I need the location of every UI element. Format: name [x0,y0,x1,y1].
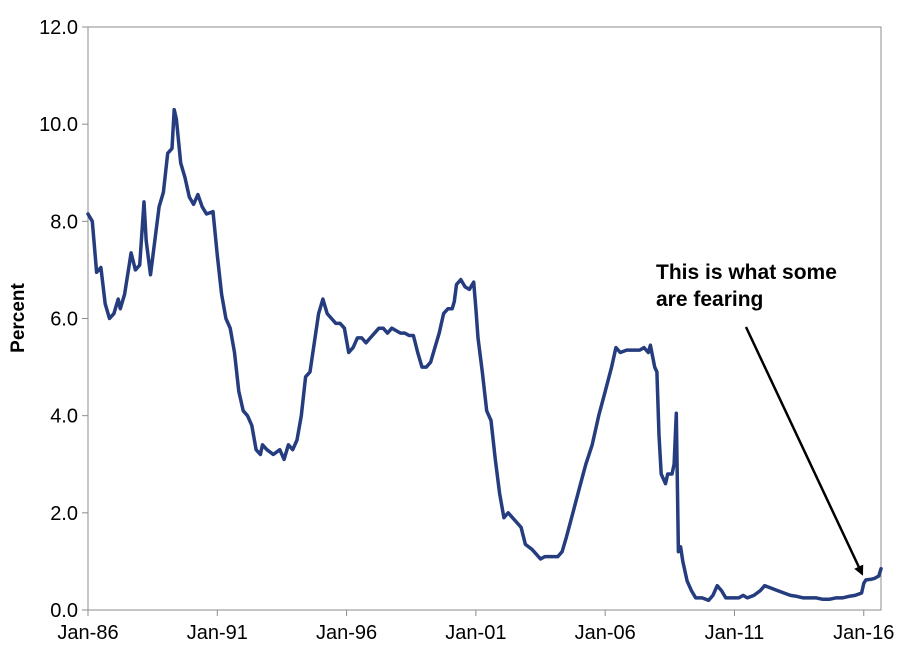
y-tick-label: 8.0 [50,211,78,233]
y-tick-label: 2.0 [50,503,78,525]
annotation-line-2: are fearing [656,288,763,311]
plot-area-frame [87,26,882,611]
annotation-line-1: This is what some [656,261,837,284]
y-tick-label: 4.0 [50,406,78,428]
x-tick-label: Jan-16 [833,622,894,644]
y-tick-label: 0.0 [50,600,78,622]
y-tick-label: 10.0 [39,114,78,136]
y-axis-title: Percent [8,282,29,352]
series-layer [86,107,883,603]
y-tick-label: 6.0 [50,309,78,331]
x-tick-label: Jan-01 [445,622,506,644]
annotation: This is what some are fearing [656,261,864,576]
series-line [86,107,883,603]
x-tick-label: Jan-91 [187,622,248,644]
y-tick-label: 12.0 [39,17,78,39]
x-axis: Jan-86 Jan-91 Jan-96 Jan-01 Jan-06 Jan-11 Jan-… [57,610,894,644]
y-axis: 0.0 2.0 4.0 6.0 8.0 10.0 12.0 [39,17,88,622]
x-tick-label: Jan-11 [705,622,765,644]
annotation-arrow [744,326,864,576]
x-tick-label: Jan-96 [316,622,377,644]
x-tick-label: Jan-86 [57,622,118,644]
x-tick-label: Jan-06 [575,622,636,644]
